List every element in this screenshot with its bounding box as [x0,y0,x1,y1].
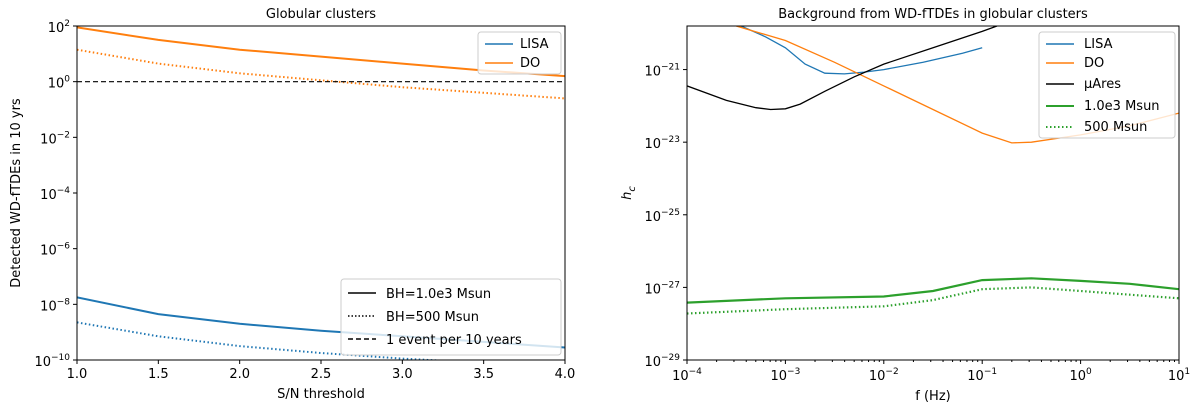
right-legend-box [1038,31,1176,139]
right-series-1-0e3-msun-line [687,277,1179,304]
right-ticks: 10−4 10−3 10−2 10−1 100 10110−2110−2310−2510−… [644,63,1190,384]
left-x-tick-label: 3.0 [392,367,413,382]
left-chart-title: Globular clusters [266,7,376,22]
right-y-axis-label-sub: c [627,186,638,192]
right-x-tick-label-exponent: −4 [689,367,703,377]
left-legend-bottom-box [340,278,562,356]
right-y-tick-label-exponent: −29 [661,353,680,363]
left-y-tick-label-exponent: 2 [64,19,70,29]
left-legend-bottom: BH=1.0e3 Msun BH=500 Msun 1 event per 10… [340,278,562,356]
left-y-tick-label: 10−10 [34,353,70,370]
right-series-group [687,26,1179,315]
right-y-tick-label: 10−27 [644,280,680,297]
right-legend-muares-label: μAres [1084,77,1121,92]
left-y-tick-label-base: 10 [40,188,57,203]
right-x-tick-label: 10−2 [869,367,899,384]
right-x-tick-label-exponent: −1 [984,367,997,377]
right-plot-area [687,26,1179,315]
left-y-tick-label-exponent: −2 [57,130,70,140]
left-legend-bh1000-label: BH=1.0e3 Msun [386,287,491,302]
right-x-tick-label-base: 10 [967,369,984,384]
right-y-tick-label: 10−29 [644,353,680,370]
right-series-lisa-line [740,26,983,75]
right-x-tick-label: 101 [1168,367,1190,384]
right-y-tick-label-exponent: −27 [661,280,680,290]
left-y-tick-label: 102 [48,19,70,36]
right-y-tick-label-base: 10 [644,355,661,370]
left-y-tick-label: 10−6 [40,242,70,259]
left-y-axis-label: Detected WD-fTDEs in 10 yrs [9,98,24,288]
right-x-tick-label-base: 10 [770,369,787,384]
right-y-tick-label-exponent: −21 [661,63,680,73]
right-series-500-msun-line [687,286,1179,315]
left-y-tick-label-base: 10 [40,299,57,314]
left-x-tick-label: 4.0 [555,367,576,382]
right-y-tick-label: 10−21 [644,63,680,80]
right-x-tick-label-exponent: −2 [885,367,898,377]
right-axes-frame [686,25,1180,361]
right-y-tick-label-base: 10 [644,282,661,297]
right-y-tick-label: 10−25 [644,208,680,225]
left-y-tick-label: 10−8 [40,297,70,314]
left-series-do-dotted-line [77,48,565,100]
left-y-tick-label-base: 10 [40,132,57,147]
right-y-tick-label-base: 10 [644,137,661,152]
right-chart: Background from WD-fTDEs in globular clu… [620,7,1190,404]
right-y-axis-label-main: h [620,192,635,200]
right-x-tick-label-base: 10 [1069,369,1086,384]
left-legend-bh500-label: BH=500 Msun [386,310,479,325]
right-y-axis-label-group: hc [620,186,638,200]
right-legend-1000msun-label: 1.0e3 Msun [1084,99,1160,114]
right-y-tick-label-exponent: −23 [661,135,680,145]
left-chart: Globular clusters 1.0 1.5 2.0 2.5 3.0 3.5 4.0 1… [9,7,575,402]
left-y-tick-label-base: 10 [34,355,51,370]
right-legend: LISA DO μAres 1.0e3 Msun 500 Msun [1038,31,1176,139]
left-legend-lisa-label: LISA [520,37,549,52]
right-x-tick-label-base: 10 [869,369,886,384]
right-legend-do-label: DO [1084,56,1104,71]
right-x-tick-label-base: 10 [672,369,689,384]
left-x-tick-label: 1.5 [148,367,169,382]
left-y-tick-label-base: 10 [48,21,65,36]
right-x-tick-label-exponent: −3 [787,367,800,377]
right-y-axis-label: hc [620,186,638,200]
left-legend-do-label: DO [520,56,540,71]
right-x-tick-label: 10−1 [967,367,997,384]
left-legend-event-label: 1 event per 10 years [386,333,522,348]
left-y-tick-label-exponent: −10 [51,353,70,363]
left-y-tick-label: 10−2 [40,130,70,147]
right-x-tick-label: 10−3 [770,367,800,384]
left-x-tick-label: 2.5 [311,367,332,382]
right-y-tick-label: 10−23 [644,135,680,152]
left-y-tick-label-exponent: −4 [57,186,71,196]
right-x-tick-label-base: 10 [1168,369,1185,384]
left-x-tick-label: 1.0 [67,367,88,382]
right-series-ares-line [687,26,998,111]
right-y-tick-label-base: 10 [644,210,661,225]
left-y-tick-label-base: 10 [40,244,57,259]
left-x-tick-label: 2.0 [229,367,250,382]
right-x-tick-label-exponent: 0 [1086,367,1092,377]
right-y-tick-label-exponent: −25 [661,208,680,218]
right-y-tick-label-base: 10 [644,65,661,80]
left-ticks: 1.0 1.5 2.0 2.5 3.0 3.5 4.010210010−210−410−61… [34,19,575,382]
right-x-axis-label: f (Hz) [915,389,950,404]
left-y-tick-label-exponent: −6 [57,242,71,252]
left-legend-top: LISA DO [477,31,562,75]
right-x-tick-label: 10−4 [672,367,702,384]
right-x-tick-label-exponent: 1 [1184,367,1190,377]
left-x-tick-label: 3.5 [473,367,494,382]
left-x-axis-label: S/N threshold [277,387,365,402]
left-y-tick-label-exponent: 0 [64,75,70,85]
left-y-tick-label: 100 [48,75,71,92]
right-legend-500msun-label: 500 Msun [1084,120,1147,135]
right-x-tick-label: 100 [1069,367,1092,384]
left-y-tick-label: 10−4 [40,186,70,203]
right-chart-title: Background from WD-fTDEs in globular clu… [778,7,1088,22]
right-legend-lisa-label: LISA [1084,37,1113,52]
left-y-tick-label-exponent: −8 [57,297,71,307]
left-y-tick-label-base: 10 [48,77,65,92]
